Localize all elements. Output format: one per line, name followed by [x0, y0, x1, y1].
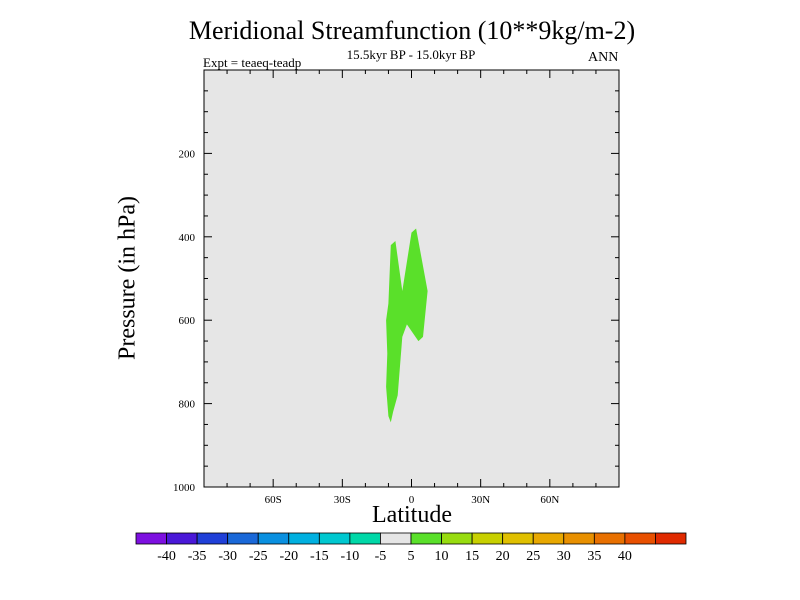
colorbar-label: -35: [188, 549, 207, 564]
colorbar-label: 5: [408, 549, 415, 564]
colorbar-label: -15: [310, 549, 329, 564]
colorbar-box: [655, 532, 687, 545]
season-label: ANN: [588, 50, 619, 65]
x-tick-label: 0: [409, 494, 415, 506]
x-tick-label: 30S: [334, 494, 351, 506]
colorbar-box: [441, 532, 473, 545]
colorbar-box: [318, 532, 351, 545]
colorbar-label: 10: [435, 549, 449, 564]
colorbar-label: 15: [465, 549, 479, 564]
colorbar-label: -20: [279, 549, 298, 564]
colorbar-box: [135, 532, 167, 545]
colorbar-box: [288, 532, 320, 545]
y-tick-label: 1000: [173, 482, 196, 494]
colorbar-box: [196, 532, 229, 545]
colorbar-box: [227, 532, 259, 545]
colorbar-box: [380, 532, 412, 545]
colorbar-label: 25: [526, 549, 540, 564]
colorbar-label: -25: [249, 549, 268, 564]
experiment-label: Expt = teaeq-teadp: [203, 55, 302, 70]
colorbar-label: -5: [375, 549, 387, 564]
colorbar-label: 20: [496, 549, 510, 564]
colorbar-label: 35: [587, 549, 601, 564]
x-tick-label: 60S: [265, 494, 282, 506]
colorbar-box: [410, 532, 442, 545]
y-tick-label: 600: [179, 315, 196, 327]
colorbar-box: [349, 532, 381, 545]
x-tick-label: 30N: [471, 494, 490, 506]
colorbar-label: 40: [618, 549, 632, 564]
colorbar-box: [532, 532, 565, 545]
colorbar-box: [257, 532, 290, 545]
colorbar-box: [563, 532, 595, 545]
colorbar-box: [166, 532, 198, 545]
chart-subtitle: 15.5kyr BP - 15.0kyr BP: [346, 47, 476, 62]
colorbar-box: [593, 532, 626, 545]
colorbar-box: [471, 532, 504, 545]
y-tick-label: 800: [179, 399, 196, 411]
chart-title: Meridional Streamfunction (10**9kg/m-2): [188, 16, 636, 45]
y-tick-label: 200: [179, 148, 196, 160]
colorbar-box: [624, 532, 656, 545]
colorbar-label: -30: [218, 549, 237, 564]
colorbar-label: -10: [341, 549, 360, 564]
colorbar-label: -40: [157, 549, 176, 564]
colorbar-box: [502, 532, 534, 545]
contour-region-0: [386, 228, 428, 423]
x-axis-label: Latitude: [372, 502, 452, 528]
x-tick-label: 60N: [540, 494, 559, 506]
y-tick-label: 400: [179, 232, 196, 244]
colorbar-label: 30: [557, 549, 571, 564]
